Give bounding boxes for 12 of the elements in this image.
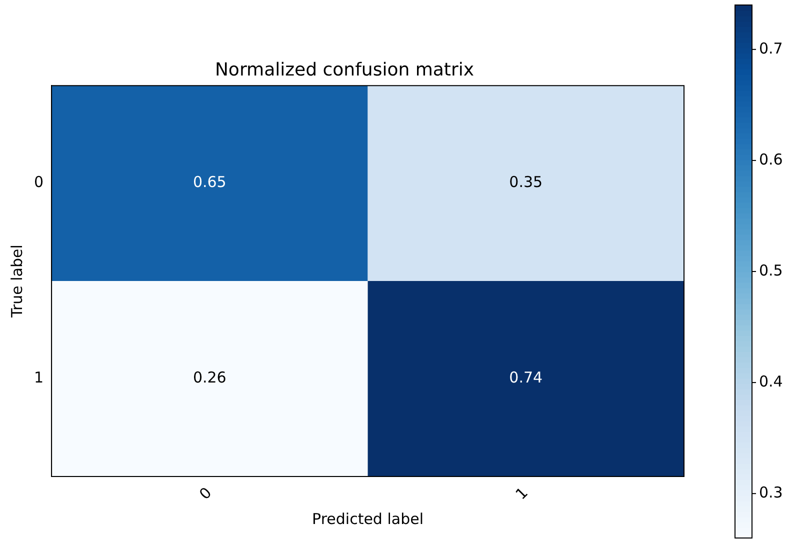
y-axis-title: True label [8, 244, 26, 319]
data-label: 0.35 [509, 173, 543, 192]
data-label: 0.74 [509, 368, 543, 387]
chart-title: Normalized confusion matrix [214, 59, 474, 80]
color-bar-label: 0.5 [759, 261, 783, 280]
data-label: 0.26 [192, 368, 226, 387]
color-bar-label: 0.6 [759, 150, 783, 168]
color-bar-label: 0.3 [759, 483, 783, 502]
x-axis-title: Predicted label [312, 510, 424, 528]
data-label: 0.65 [192, 173, 226, 192]
color-bar-label: 0.4 [759, 372, 783, 390]
color-bar-label: 0.7 [759, 39, 783, 58]
